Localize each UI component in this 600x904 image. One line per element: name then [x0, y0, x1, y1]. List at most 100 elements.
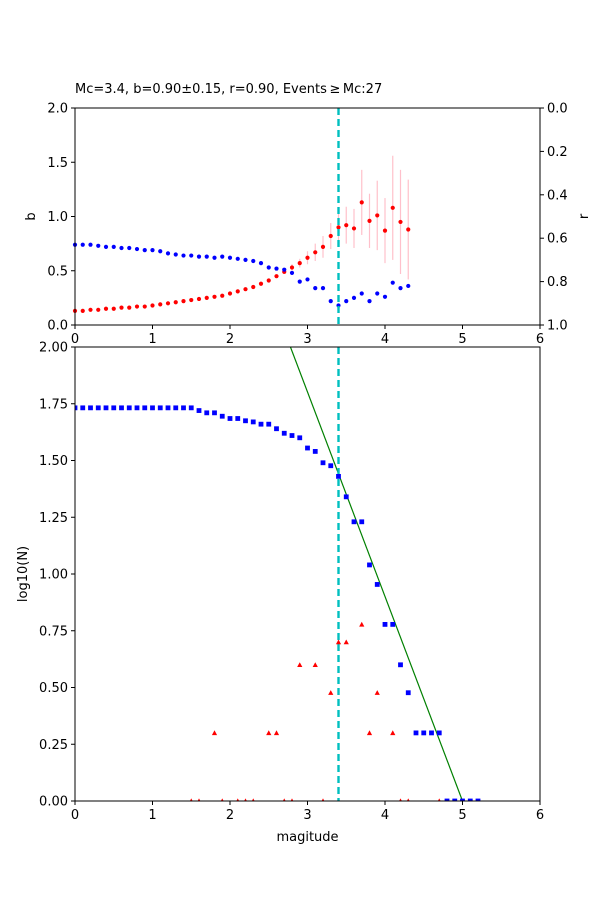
- cumulative-point: [421, 730, 427, 736]
- cumulative-point: [475, 798, 481, 801]
- cumulative-point: [126, 405, 132, 411]
- b-value-point: [367, 218, 372, 223]
- r-value-point: [88, 242, 93, 247]
- b-value-point: [173, 300, 178, 305]
- cumulative-point: [281, 430, 287, 436]
- y2-tick-label: 0.8: [547, 275, 568, 290]
- cumulative-point: [165, 405, 171, 411]
- y2-tick-label: 0.2: [547, 145, 568, 160]
- y2-tick-label: 1.0: [547, 319, 568, 334]
- x-tick-label: 0: [71, 808, 79, 823]
- cumulative-point: [173, 405, 179, 411]
- cumulative-point: [181, 405, 186, 411]
- cumulative-point: [219, 413, 225, 419]
- cumulative-point: [429, 730, 434, 736]
- b-value-point: [305, 255, 310, 260]
- b-value-point: [150, 303, 155, 308]
- cumulative-point: [405, 690, 411, 696]
- r-value-point: [398, 286, 403, 291]
- cumulative-point: [320, 460, 326, 466]
- r-value-point: [251, 258, 256, 264]
- r-value-point: [359, 291, 364, 296]
- r-value-point: [96, 243, 101, 248]
- b-value-point: [274, 274, 279, 279]
- b-value-point: [313, 250, 318, 255]
- cumulative-point: [359, 519, 365, 525]
- r-value-point: [111, 244, 116, 249]
- noncumulative-point: [189, 798, 193, 801]
- cumulative-point: [444, 798, 450, 801]
- noncumulative-point: [399, 798, 402, 801]
- y-tick-label: 2.00: [39, 341, 68, 356]
- b-value-point: [204, 295, 209, 300]
- r-value-point: [142, 248, 147, 253]
- r-value-point: [367, 299, 372, 304]
- x-tick-label: 1: [148, 332, 156, 347]
- noncumulative-point: [437, 798, 441, 801]
- cumulative-point: [103, 405, 109, 411]
- noncumulative-point: [297, 662, 303, 668]
- cumulative-point: [274, 426, 279, 432]
- b-value-point: [375, 213, 380, 218]
- r-value-point: [406, 283, 411, 289]
- cumulative-point: [157, 405, 163, 411]
- cumulative-point: [142, 405, 148, 411]
- cumulative-point: [436, 730, 442, 736]
- noncumulative-point: [273, 730, 280, 736]
- y-tick-label: 1.25: [39, 511, 68, 526]
- x-tick-label: 4: [381, 808, 389, 823]
- axes-frame: [74, 346, 541, 802]
- b-value-point: [235, 289, 240, 294]
- cumulative-point: [150, 405, 155, 411]
- cumulative-point: [336, 473, 341, 479]
- r-value-point: [289, 270, 295, 276]
- b-value-point: [390, 205, 395, 210]
- noncumulative-point: [390, 730, 396, 736]
- noncumulative-point: [321, 798, 325, 801]
- r-value-point: [196, 254, 202, 259]
- y-tick-label: 0.75: [39, 624, 68, 639]
- r-value-point: [127, 245, 132, 251]
- y-axis-label: log10(N): [16, 546, 31, 602]
- fit-line: [289, 347, 464, 801]
- r-value-point: [258, 261, 264, 266]
- b-value-point: [196, 296, 202, 302]
- cumulative-point: [460, 798, 465, 801]
- frequency-magnitude-axes: 0 1 2 3 4 5 6 0.00 0.25 0.50 0.75 1.00 1.25 1.50 1.75 2…: [16, 341, 544, 846]
- y-tick-label: 1.0: [47, 210, 68, 225]
- r-value-point: [313, 286, 318, 291]
- b-value-point: [320, 244, 326, 249]
- r-value-point: [297, 279, 302, 284]
- b-value-point: [165, 301, 171, 306]
- noncumulative-point: [328, 690, 334, 695]
- b-value-point: [189, 297, 194, 303]
- b-value-point: [119, 305, 124, 310]
- r-value-point: [382, 294, 388, 299]
- cumulative-point: [289, 433, 295, 438]
- x-tick-label: 6: [536, 332, 544, 347]
- x-tick-label: 5: [458, 332, 466, 347]
- cumulative-point: [351, 519, 357, 525]
- noncumulative-point: [366, 730, 373, 736]
- cumulative-point: [343, 494, 349, 500]
- cumulative-point: [452, 798, 458, 801]
- r-value-point: [320, 286, 326, 291]
- noncumulative-point: [335, 639, 342, 645]
- plot-area: [75, 347, 481, 801]
- y-axis-label: b: [24, 212, 39, 220]
- r-value-point: [119, 245, 124, 251]
- b-value-point: [243, 287, 248, 292]
- noncumulative-point: [197, 798, 201, 801]
- b-value-point: [158, 302, 163, 307]
- r-value-point: [305, 277, 310, 282]
- b-value-point: [142, 304, 147, 309]
- r-value-point: [227, 255, 233, 260]
- r-value-point: [266, 265, 271, 270]
- r-value-point: [220, 254, 225, 259]
- cumulative-point: [188, 405, 194, 411]
- x-tick-label: 0: [71, 332, 79, 347]
- r-value-point: [158, 249, 163, 254]
- r-value-point: [165, 251, 171, 256]
- noncumulative-point: [406, 798, 410, 801]
- cumulative-point: [204, 410, 210, 416]
